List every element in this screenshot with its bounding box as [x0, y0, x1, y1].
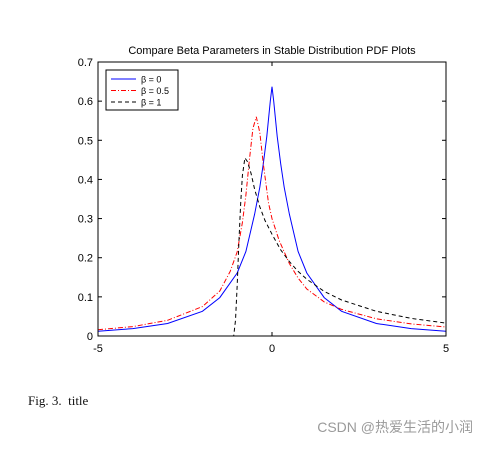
legend-label-0: β = 0 [141, 75, 161, 85]
x-tick-label-2: 5 [443, 343, 449, 355]
y-tick-label-3: 0.3 [78, 214, 93, 226]
legend: β = 0β = 0.5 β = 1 [105, 69, 179, 111]
x-tick-label-1: 0 [269, 343, 275, 355]
y-tick-label-2: 0.2 [78, 253, 93, 265]
legend-label-2: β = 1 [141, 98, 161, 108]
watermark: CSDN @热爱生活的小润 [317, 419, 473, 435]
y-tick-label-4: 0.4 [78, 174, 93, 186]
series-line-2 [98, 156, 446, 336]
y-tick-label-5: 0.5 [78, 135, 93, 147]
axes-layer: 00.10.20.30.40.50.60.7-5 0 5 [78, 57, 449, 355]
caption-text: title [68, 393, 89, 408]
figure-caption: Fig. 3. title [28, 393, 88, 409]
plot-layer [98, 86, 446, 336]
legend-label-1: β = 0.5 [141, 86, 169, 96]
x-tick-label-0: -5 [93, 343, 103, 355]
chart-title: Compare Beta Parameters in Stable Distri… [128, 45, 416, 57]
y-tick-label-0: 0 [87, 331, 93, 343]
y-tick-label-1: 0.1 [78, 292, 93, 304]
series-line-0 [98, 86, 446, 332]
y-tick-label-7: 0.7 [78, 57, 93, 69]
series-line-1 [98, 116, 446, 331]
caption-label: Fig. 3. [28, 393, 62, 408]
y-tick-label-6: 0.6 [78, 96, 93, 108]
